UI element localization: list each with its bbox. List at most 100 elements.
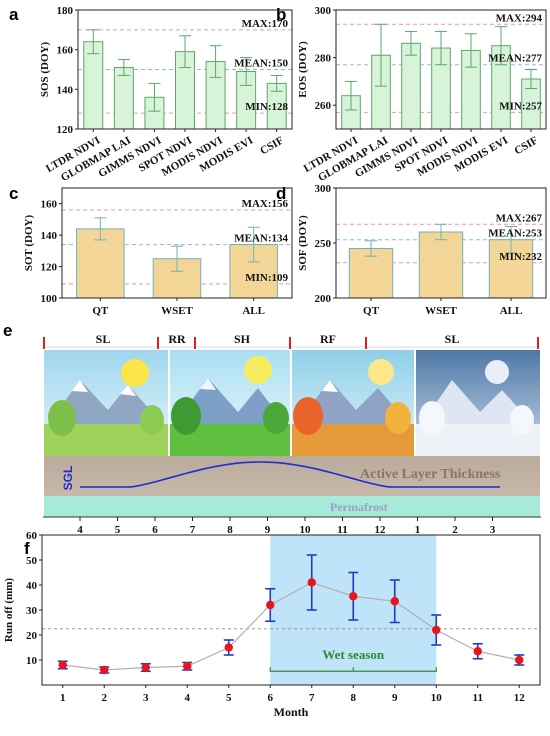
data-point [266,600,275,610]
panel-c: QT WSET ALL MAX:156 MEAN:134 MIN:109 100 120 140… [23,187,293,317]
x-tick-label: 3 [143,692,149,704]
sun-icon [244,356,272,384]
y-axis-label: SOS (DOY) [39,42,51,98]
x-tick-label: WSET [161,305,193,317]
x-tick-label: 2 [102,692,108,704]
bar [401,42,421,130]
data-point [390,597,399,606]
data-point [58,660,67,670]
y-tick-label: 120 [57,124,74,136]
sgl-label: SGL [61,466,75,491]
ref-line-label: MIN:109 [245,272,288,284]
y-axis-label: SOT (DOY) [23,215,35,272]
x-tick-label: 1 [60,692,66,704]
season-illustration: SL RR SH RF SL [43,332,541,536]
y-tick-label: 300 [315,183,332,195]
x-tick-label: 12 [514,692,526,704]
y-tick-label: 280 [315,53,332,65]
segment-label-rf: RF [320,332,336,346]
y-tick-label: 120 [41,262,58,274]
segment-label-sl-1: SL [96,332,111,346]
ref-line-label: MIN:128 [245,101,288,113]
active-layer-band [44,456,540,496]
x-tick-label: 7 [309,692,315,704]
y-tick-label: 180 [57,5,74,17]
segment-label-sh: SH [234,332,251,346]
panel-letter-c: c [9,184,18,203]
y-tick-label: 40 [26,580,38,592]
y-tick-label: 250 [315,238,332,250]
y-axis-label: SOF (DOY) [297,215,309,271]
segment-label-sl-2: SL [445,332,460,346]
month-tick-label: 4 [77,524,83,536]
month-tick-label: 5 [115,524,121,536]
panel-letter-b: b [276,5,286,24]
sgl-curve [80,461,500,488]
x-tick-label: 11 [473,692,483,704]
x-tick-label: 4 [185,692,191,704]
y-tick-label: 50 [26,555,38,567]
x-tick-label: 10 [431,692,443,704]
month-tick-label: 12 [375,524,387,536]
wet-season-label: Wet season [322,647,385,662]
panel-d: QT WSET ALL MAX:267 MEAN:253 MIN:232 200 250 300… [297,183,547,317]
data-point [224,643,233,652]
panel-letter-f: f [24,539,30,558]
data-point [307,578,316,587]
x-axis-label: Month [274,705,309,719]
y-axis-label: EOS (DOY) [297,41,309,98]
plot-frame [77,9,293,130]
ref-line-label: MIN:257 [499,100,542,112]
y-tick-label: 300 [315,5,332,17]
y-tick-label: 100 [41,293,58,305]
ref-line-label: MEAN:253 [488,228,542,240]
snow-cap-shape [120,385,136,396]
moon-icon [485,360,509,384]
bar [229,244,278,299]
y-tick-label: 140 [57,84,74,96]
data-point [432,625,441,635]
data-point [515,655,524,665]
month-ticks: 4 5 6 7 8 9 10 11 12 1 2 3 [77,517,496,536]
x-tick-label: CSIF [512,134,540,157]
sun-icon [121,359,149,387]
month-tick-label: 9 [265,524,271,536]
month-tick-label: 3 [490,524,496,536]
snow-cap-shape [72,380,88,392]
ref-line-label: MEAN:150 [234,58,288,70]
plot-frame [61,187,293,299]
month-tick-label: 2 [452,524,458,536]
data-point [183,662,192,671]
y-tick-label: 160 [57,45,74,57]
y-tick-label: 140 [41,230,58,242]
panel-letter-d: d [276,184,286,203]
data-point [473,647,482,656]
y-tick-label: 10 [26,655,38,667]
bar [113,67,134,130]
x-tick-label: 9 [392,692,398,704]
active-layer-label: Active Layer Thickness [360,467,501,482]
y-tick-label: 160 [41,199,58,211]
x-tick-label: WSET [425,305,457,317]
snow-cap-shape [200,378,216,390]
panel-letter-a: a [9,5,19,24]
segment-markers [43,337,539,349]
ref-line-label: MEAN:277 [488,53,542,65]
month-tick-label: 6 [152,524,158,536]
segment-label-rr: RR [168,332,186,346]
plot-frame [335,9,547,130]
snow-cap-shape [322,380,338,392]
y-tick-label: 30 [26,605,38,617]
mountain-shape [416,380,540,432]
data-point [100,665,109,675]
ref-line-label: MIN:232 [499,251,542,263]
y-tick-label: 60 [26,530,38,542]
trees-group [48,397,534,436]
y-tick-label: 200 [315,293,332,305]
ref-line-label: MEAN:134 [234,233,288,245]
wet-season-bracket [269,667,437,672]
bar [348,248,394,299]
